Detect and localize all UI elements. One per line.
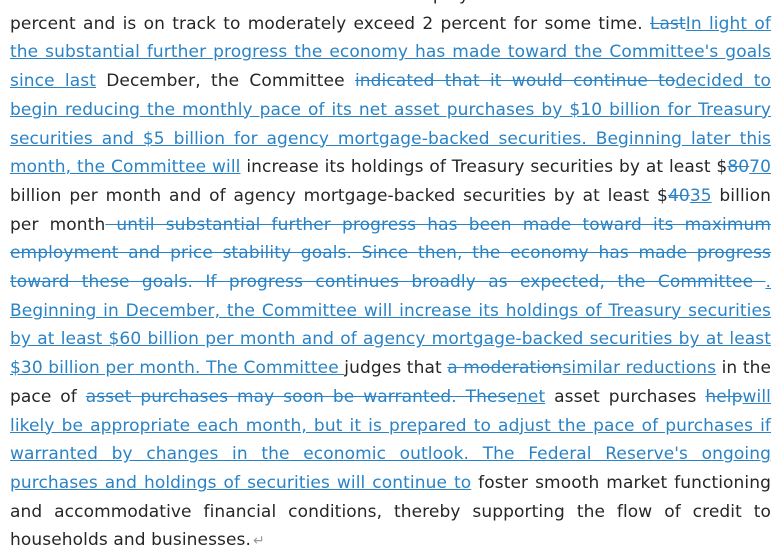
text-run-inserted: . Beginning in December, the Committee w… bbox=[10, 272, 771, 379]
page: the Committee's assessments of maximum e… bbox=[10, 0, 771, 551]
text-run-plain: billion per month bbox=[10, 185, 771, 235]
text-run-inserted: similar reductions bbox=[562, 358, 717, 379]
text-run-inserted: will likely be appropriate each month, b… bbox=[10, 386, 772, 493]
text-run-deleted: help bbox=[705, 386, 743, 407]
text-run-plain: billion per month and of agency mortgage… bbox=[10, 185, 668, 206]
document: the Committee's assessments of maximum e… bbox=[10, 0, 771, 556]
text-run-deleted: indicated that it would continue to bbox=[354, 71, 676, 92]
text-run-plain: in the pace of bbox=[10, 358, 772, 407]
text-run-deleted: Last bbox=[649, 13, 686, 34]
text-run-plain: December, the Committee bbox=[95, 71, 355, 92]
text-run-inserted: decided to begin reducing the monthly pa… bbox=[10, 71, 771, 178]
text-run-plain: judges that bbox=[344, 358, 448, 379]
text-run-deleted: asset purchases may soon be warranted. T… bbox=[85, 386, 518, 407]
text-run-plain: asset purchases bbox=[545, 386, 706, 407]
text-run-deleted: a moderation bbox=[447, 358, 563, 379]
text-run-deleted: 40 bbox=[667, 185, 690, 206]
text-run-inserted: 35 bbox=[689, 185, 712, 206]
text-run-plain: increase its holdings of Treasury securi… bbox=[240, 157, 728, 178]
text-run-inserted: In light of the substantial further prog… bbox=[10, 13, 771, 92]
paragraph-mark: ↵ bbox=[253, 533, 265, 550]
paragraph: the Committee's assessments of maximum e… bbox=[10, 0, 771, 556]
text-run-plain: the Committee's assessments of maximum e… bbox=[10, 0, 771, 34]
text-run-inserted: 70 bbox=[749, 157, 771, 178]
text-run-deleted: until substantial further progress has b… bbox=[10, 214, 772, 293]
text-run-deleted: 80 bbox=[727, 157, 750, 178]
text-run-inserted: net bbox=[517, 386, 546, 407]
